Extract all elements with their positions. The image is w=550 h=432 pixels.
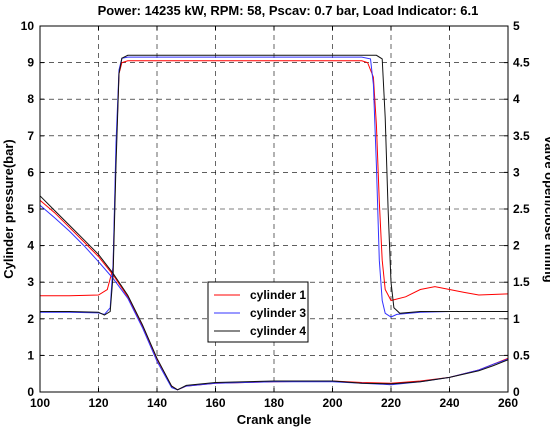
y2-tick-label: 0.5 [513,348,530,362]
series-lines [39,54,509,391]
y2-tick-label: 2.5 [513,202,530,216]
y-tick-label: 9 [27,56,34,70]
x-tick-label: 140 [147,396,167,410]
y-tick-label: 8 [27,92,34,106]
y-tick-label: 5 [27,202,34,216]
y2-axis-label: Valve open/close timing [542,135,550,282]
x-axis-label: Crank angle [237,412,311,427]
x-tick-label: 180 [264,396,284,410]
series-valve-timing-cylinder-4 [39,195,509,391]
x-tick-label: 160 [205,396,225,410]
y2-tick-label: 4 [513,92,520,106]
y2-tick-label: 2 [513,239,520,253]
x-tick-label: 200 [322,396,342,410]
y2-tick-label: 1 [513,312,520,326]
legend-box [207,281,309,343]
legend: cylinder 1 cylinder 3 cylinder 4 [207,281,309,343]
y-tick-label: 10 [21,19,35,33]
y-tick-label: 2 [27,312,34,326]
y2-tick-label: 5 [513,19,520,33]
legend-label-cylinder-1: cylinder 1 [250,288,306,302]
chart-title: Power: 14235 kW, RPM: 58, Pscav: 0.7 bar… [98,3,479,18]
x-tick-label: 120 [88,396,108,410]
y-axis-label: Cylinder pressure(bar) [1,139,16,278]
y-tick-label: 4 [27,239,34,253]
y2-tick-label: 0 [513,385,520,399]
y-tick-label: 7 [27,129,34,143]
y-tick-label: 3 [27,275,34,289]
y2-tick-label: 4.5 [513,56,530,70]
x-tick-label: 220 [381,396,401,410]
y-tick-label: 1 [27,348,34,362]
y2-tick-label: 3 [513,165,520,179]
y-tick-label: 6 [27,165,34,179]
x-tick-label: 100 [30,396,50,410]
series-pressure-cylinder-4 [40,54,508,316]
y2-tick-label: 3.5 [513,129,530,143]
axis-ticks: 100 120 140 160 180 200 220 240 2600123456789100… [21,19,530,410]
x-tick-label: 240 [439,396,459,410]
x-tick-label: 260 [498,396,518,410]
legend-label-cylinder-3: cylinder 3 [250,306,306,320]
legend-label-cylinder-4: cylinder 4 [250,324,306,338]
y2-tick-label: 1.5 [513,275,530,289]
y-tick-label: 0 [27,385,34,399]
